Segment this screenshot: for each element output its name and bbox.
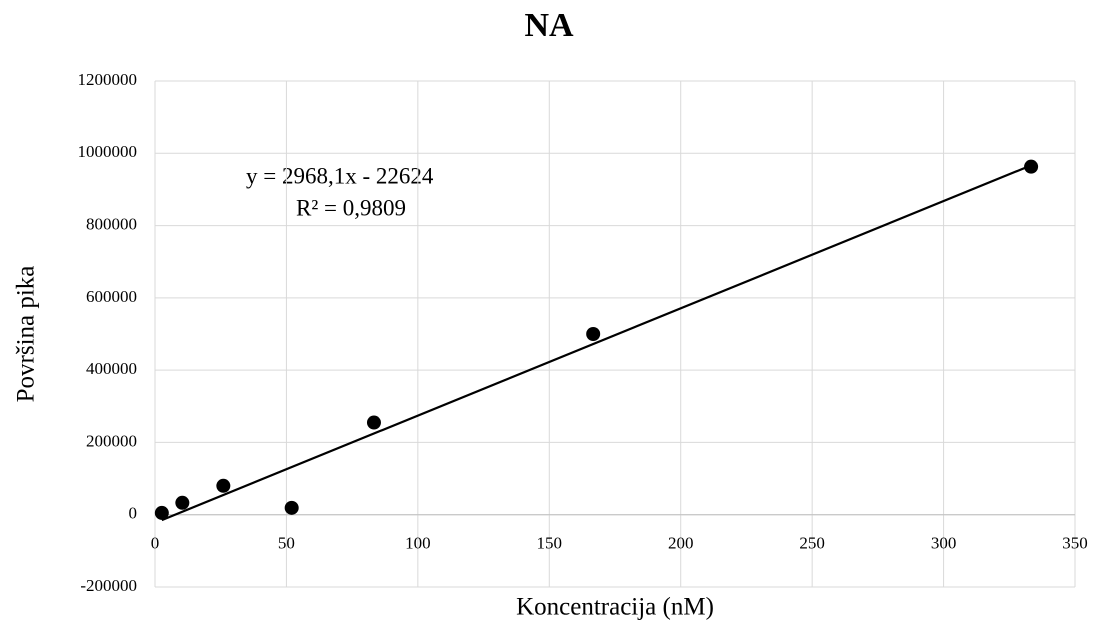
y-tick-label: 1000000 [78,142,138,161]
y-tick-label: 600000 [86,287,137,306]
x-tick-label: 350 [1062,534,1088,553]
x-tick-label: 150 [537,534,563,553]
data-point [175,495,190,510]
trendline-equation: y = 2968,1x - 22624 [246,163,434,188]
x-tick-label: 0 [151,534,160,553]
chart-title: NA [524,7,574,44]
y-axis-title: Površina pika [13,266,40,403]
y-tick-label: 800000 [86,214,137,233]
data-point [284,500,299,515]
data-point [1024,159,1039,174]
trendline [161,164,1032,522]
y-tick-label: 400000 [86,359,137,378]
y-tick-label: 1200000 [78,70,138,89]
y-tick-label: -200000 [80,576,137,595]
trendline-r2: R² = 0,9809 [296,195,406,220]
x-tick-label: 250 [799,534,825,553]
data-point [366,415,381,430]
x-tick-label: 50 [278,534,295,553]
x-tick-label: 200 [668,534,694,553]
y-tick-label: 200000 [86,431,137,450]
y-tick-label: 0 [129,504,138,523]
x-axis-title: Koncentracija (nM) [516,594,714,621]
x-tick-label: 300 [931,534,957,553]
data-point [154,505,169,520]
x-tick-label: 100 [405,534,431,553]
data-point [586,327,601,341]
data-point [216,478,231,493]
